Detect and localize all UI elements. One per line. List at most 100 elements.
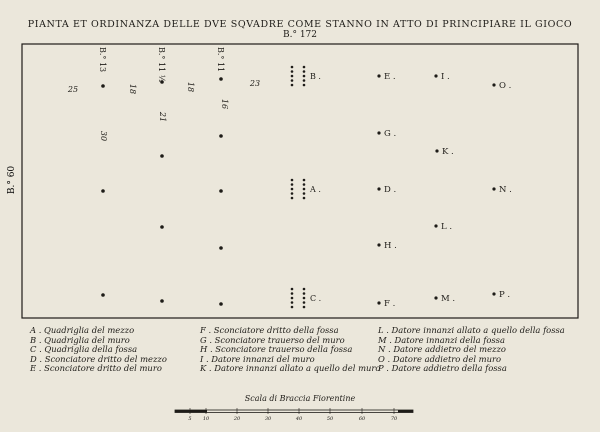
player-dot xyxy=(302,79,306,82)
player-dot xyxy=(290,183,294,186)
point-label: H . xyxy=(384,241,397,251)
point-label: B . xyxy=(310,72,321,81)
squad-A: A . xyxy=(290,178,321,200)
scale-tick-label: 50 xyxy=(327,416,334,422)
player-dot xyxy=(290,287,294,291)
point-L: L . xyxy=(434,222,452,232)
player-dot xyxy=(290,83,294,87)
player-dot xyxy=(302,301,306,304)
legend-entry: F . Sconciatore dritto della fossa xyxy=(200,325,339,335)
column-label: B.° 11 ½ xyxy=(157,47,166,83)
distance-label: 18 xyxy=(186,82,195,92)
player-dot xyxy=(302,183,306,186)
plate-title: PIANTA ET ORDINANZA DELLE DVE SQVADRE CO… xyxy=(27,19,573,30)
legend-entry: E . Sconciatore dritto del muro xyxy=(30,363,162,374)
player-dot xyxy=(219,189,223,193)
point-N: N . xyxy=(492,185,512,195)
player-dot xyxy=(101,293,105,297)
distance-label: 23 xyxy=(249,79,260,88)
point-I: I . xyxy=(434,72,450,82)
point-label: E . xyxy=(384,72,396,82)
point-label: P . xyxy=(499,290,510,300)
player-dot xyxy=(302,83,306,87)
player-dot xyxy=(219,302,223,306)
scale-tick-label: 40 xyxy=(295,416,303,422)
point-label: L . xyxy=(441,222,452,232)
player-dot xyxy=(377,74,381,78)
legend-column: L . Datore innanzi allato a quello della… xyxy=(378,325,565,374)
player-dot xyxy=(290,65,294,69)
player-dot xyxy=(302,70,306,73)
scale-tick-label: 70 xyxy=(391,416,398,422)
legend-entry: M . Datore innanzi della fossa xyxy=(378,334,505,345)
player-dot xyxy=(101,84,105,88)
distance-label: 25 xyxy=(67,85,78,94)
player-dot xyxy=(492,187,496,191)
point-label: N . xyxy=(499,185,512,195)
player-dot xyxy=(377,243,381,247)
player-dot xyxy=(302,196,306,200)
scale-bar-line xyxy=(174,409,414,413)
player-dot xyxy=(377,187,381,191)
player-dot xyxy=(302,65,306,69)
player-dot xyxy=(302,305,306,309)
player-dot xyxy=(290,301,294,304)
point-D: D . xyxy=(377,185,396,195)
player-dot xyxy=(219,77,223,81)
squad-B: B . xyxy=(290,65,321,87)
point-G: G . xyxy=(377,129,396,139)
player-dot xyxy=(302,292,306,295)
scale-tick-label: 20 xyxy=(233,416,241,422)
player-dot xyxy=(290,74,294,78)
point-O: O . xyxy=(492,81,511,91)
scale-bar: 5 10 20 30 40 50 60 70 xyxy=(174,408,414,422)
field-length-label: B.° 172 xyxy=(282,30,317,40)
player-dot xyxy=(290,196,294,200)
player-dot xyxy=(435,149,439,153)
player-dot xyxy=(302,287,306,291)
player-dot xyxy=(219,246,223,250)
player-dot xyxy=(302,296,306,300)
legend-entry: A . Quadriglia del mezzo xyxy=(30,325,135,335)
player-dot xyxy=(160,154,164,158)
point-H: H . xyxy=(377,241,397,251)
player-dot xyxy=(290,296,294,300)
legend-entry: P . Datore addietro della fossa xyxy=(378,363,507,374)
player-dot xyxy=(302,74,306,78)
legend-entry: N . Datore addietro del mezzo xyxy=(378,344,506,355)
column-label: B.° 13 xyxy=(98,47,107,72)
point-label: D . xyxy=(384,185,396,195)
scale-tick-label: 30 xyxy=(265,416,272,422)
player-dot xyxy=(160,80,164,84)
legend-column: F . Sconciatore dritto della fossa G . Sc… xyxy=(200,325,380,374)
player-dot xyxy=(434,224,438,228)
player-dot xyxy=(302,178,306,182)
player-dot xyxy=(290,70,294,73)
point-label: A . xyxy=(309,185,321,194)
point-label: C . xyxy=(310,294,321,303)
point-label: I . xyxy=(441,72,450,82)
legend-entry: C . Quadriglia della fossa xyxy=(30,344,138,355)
player-dot xyxy=(377,301,381,305)
legend-entry: H . Sconciatore trauerso della fossa xyxy=(200,344,353,355)
player-dot xyxy=(377,131,381,135)
legend-entry: B . Quadriglia del muro xyxy=(30,334,130,345)
column-label: B.° 11 xyxy=(216,47,225,72)
legend-entry: O . Datore addietro del muro xyxy=(378,353,502,364)
point-label: M . xyxy=(441,294,455,304)
scale-tick-label: 10 xyxy=(203,416,210,422)
player-dot xyxy=(160,225,164,229)
legend-entry: G . Sconciatore trauerso del muro xyxy=(200,334,345,345)
scale-bar-fill xyxy=(398,410,413,413)
player-dot xyxy=(219,134,223,138)
player-dot xyxy=(434,74,438,78)
player-dot xyxy=(302,192,306,195)
distance-label: 21 xyxy=(158,111,167,122)
player-dot xyxy=(492,292,496,296)
point-M: M . xyxy=(434,294,455,304)
field-border xyxy=(21,43,579,319)
squad-C: C . xyxy=(290,287,321,309)
point-label: F . xyxy=(384,299,395,309)
point-E: E . xyxy=(377,72,396,82)
legend-column: A . Quadriglia del mezzo B . Quadriglia d… xyxy=(30,325,167,374)
